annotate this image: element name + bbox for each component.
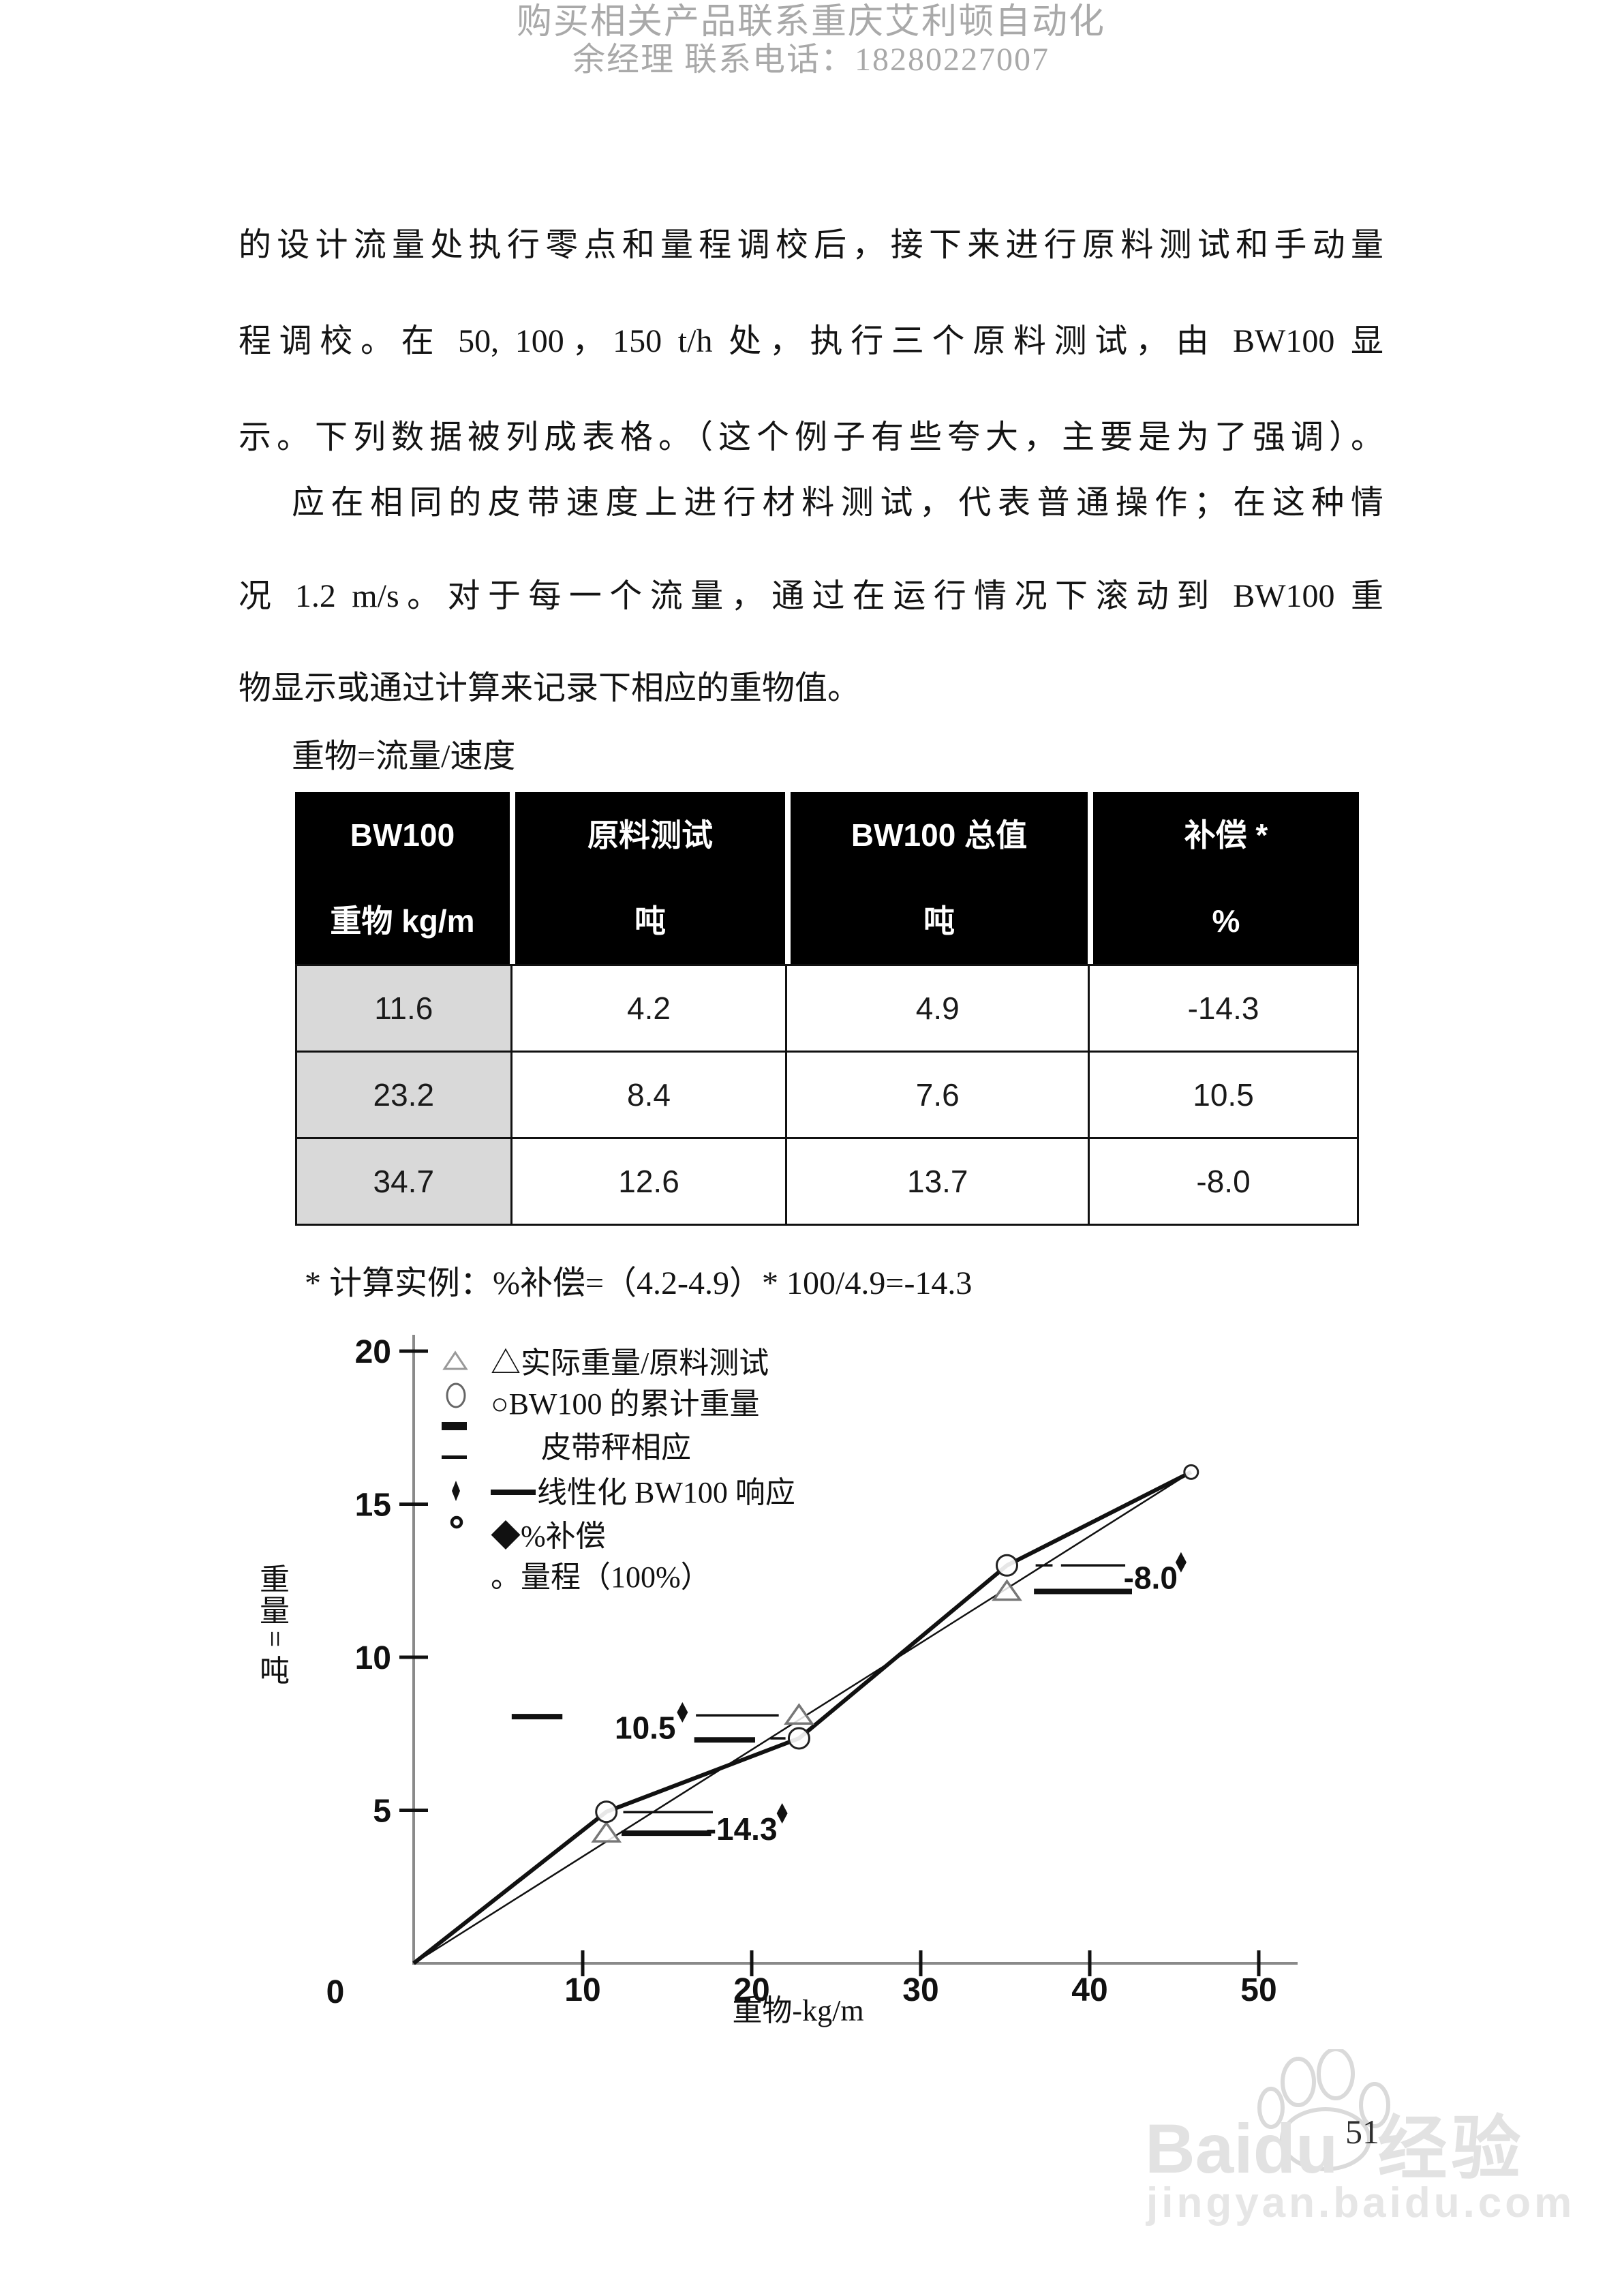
table-cell: -8.0 [1090, 1139, 1357, 1224]
legend-dot-icon [450, 1515, 463, 1529]
triangle-marker [992, 1579, 1022, 1601]
header-unit: 重物 kg/m [330, 903, 475, 939]
bottom-watermark: Baidu 经验 jingyan.baidu.com [1118, 2045, 1595, 2263]
legend-thin-bar-icon [442, 1455, 467, 1459]
header-unit: 吨 [634, 903, 666, 939]
top-watermark: 购买相关产品联系重庆艾利顿自动化 余经理 联系电话：18280227007 [0, 3, 1622, 78]
legend-entry: ◆%补偿 [491, 1520, 606, 1553]
legend-entry: 线性化 BW100 响应 [537, 1476, 795, 1509]
legend-entry: 。量程（100%） [491, 1560, 711, 1594]
y-tick-label: 15 [355, 1487, 391, 1524]
legend-diamond-icon [452, 1481, 460, 1501]
legend-thick-bar-icon [442, 1422, 467, 1430]
circle-marker [995, 1554, 1018, 1577]
table-row: 34.7 12.6 13.7 -8.0 [297, 1139, 1357, 1224]
paragraph2-line1: 应在相同的皮带速度上进行材料测试，代表普通操作；在这种情 [292, 485, 1383, 521]
x-tick-label: 50 [1240, 1972, 1276, 2008]
table-cell: -14.3 [1090, 966, 1357, 1051]
triangle-marker [591, 1821, 622, 1843]
table-cell: 12.6 [512, 1139, 786, 1224]
baidu-watermark-url: jingyan.baidu.com [1146, 2179, 1576, 2226]
table-cell: 7.6 [787, 1053, 1088, 1137]
header-title: BW100 [350, 817, 455, 853]
table-header-cell: BW100 重物 kg/m [295, 792, 510, 964]
table-footnote: * 计算实例：%补偿=（4.2-4.9）* 100/4.9=-14.3 [305, 1265, 973, 1301]
table-header-cell: 补偿 *% [1093, 792, 1359, 964]
paragraph1-line2: 程调校。在 50, 100，150 t/h 处，执行三个原料测试，由 BW100… [239, 323, 1383, 359]
x-tick-label: 20 [733, 1972, 769, 2008]
calibration-table: BW100 重物 kg/m 原料测试吨 BW100 总值吨补偿 *% 11.6 4.2 4… [295, 792, 1359, 1226]
paragraph1-line1: 的设计流量处执行零点和量程调校后，接下来进行原料测试和手动量 [239, 227, 1383, 263]
origin-label: 0 [326, 1974, 345, 2010]
x-tick-label: 10 [564, 1972, 600, 2008]
table-row: 11.6 4.2 4.9 -14.3 [297, 966, 1357, 1051]
paragraph1-line3: 示。下列数据被列成表格。（这个例子有些夸大，主要是为了强调）。 [239, 419, 1383, 455]
table-cell: 4.2 [512, 966, 786, 1051]
table-row: 23.2 8.4 7.6 10.5 [297, 1053, 1357, 1137]
top-watermark-line1: 购买相关产品联系重庆艾利顿自动化 [516, 3, 1105, 42]
table-cell: 34.7 [297, 1139, 510, 1224]
circle-marker [595, 1800, 618, 1824]
table-cell: 13.7 [787, 1139, 1088, 1224]
header-title: 原料测试 [587, 817, 713, 853]
page-number: 51 [1345, 2113, 1379, 2151]
table-header-cell: 原料测试吨 [515, 792, 785, 964]
header-unit: % [1212, 903, 1240, 939]
table-header-row: BW100 重物 kg/m 原料测试吨 BW100 总值吨补偿 *% [295, 792, 1359, 964]
top-watermark-line2: 余经理 联系电话：18280227007 [572, 42, 1050, 78]
header-title: 补偿 * [1184, 817, 1268, 853]
circle-marker [787, 1727, 810, 1750]
diamond-icon [776, 1802, 788, 1824]
legend-entry: △实际重量/原料测试 [491, 1346, 769, 1380]
header-title: BW100 总值 [851, 817, 1028, 853]
x-tick-label: 40 [1071, 1972, 1107, 2008]
header-unit: 吨 [923, 903, 955, 939]
x-axis-label: 重物-kg/m [732, 1994, 863, 2027]
diamond-icon [1175, 1552, 1187, 1573]
table-cell: 10.5 [1090, 1053, 1357, 1137]
table-body: 11.6 4.2 4.9 -14.3 23.2 8.4 7.6 10.5 34.7 12.6 13.… [295, 964, 1359, 1226]
triangle-marker [784, 1703, 814, 1725]
x-tick-label: 30 [902, 1972, 938, 2008]
baidu-paw-icon [1257, 2049, 1390, 2171]
paragraph2-line3: 物显示或通过计算来记录下相应的重物值。 [239, 670, 861, 706]
table-header-cell: BW100 总值吨 [791, 792, 1088, 964]
baidu-watermark-text: Baidu 经验 [1145, 2093, 1525, 2193]
y-tick-label: 10 [355, 1640, 391, 1676]
diamond-icon [677, 1702, 688, 1723]
calibration-chart: 5 10 15 20 10 20 30 40 50 0 -14.3 10.5 -8.0 △实际重量/原料测… [258, 1334, 1298, 2027]
table-cell: 11.6 [297, 966, 510, 1051]
table-cell: 8.4 [512, 1053, 786, 1137]
compensation-value-label: -14.3 [706, 1811, 778, 1847]
paragraph2-line2: 况 1.2 m/s。对于每一个流量，通过在运行情况下滚动到 BW100 重 [239, 578, 1383, 614]
y-axis-label-char: 重 [260, 1563, 290, 1597]
legend-triangle-icon [442, 1350, 468, 1370]
compensation-value-label: -8.0 [1124, 1560, 1178, 1595]
y-tick-label: 5 [373, 1794, 391, 1830]
legend-line-sample [491, 1490, 536, 1495]
legend-circle-icon [446, 1383, 466, 1408]
y-axis-label-char: 量 [260, 1595, 290, 1628]
circle-marker [1183, 1464, 1199, 1480]
compensation-value-label: 10.5 [615, 1710, 676, 1745]
legend-entry: ○BW100 的累计重量 [491, 1387, 759, 1421]
formula-line: 重物=流量/速度 [292, 738, 516, 774]
baidu-brand-cn: 经验 [1377, 2110, 1525, 2188]
y-tick-label: 20 [355, 1334, 391, 1370]
legend-entry: 皮带秤相应 [541, 1431, 691, 1464]
table-cell: 23.2 [297, 1053, 510, 1137]
y-axis-label-char: = [258, 1631, 292, 1648]
table-cell: 4.9 [787, 966, 1088, 1051]
baidu-brand: Baidu [1145, 2110, 1338, 2188]
y-axis-label-char: 吨 [260, 1655, 290, 1688]
